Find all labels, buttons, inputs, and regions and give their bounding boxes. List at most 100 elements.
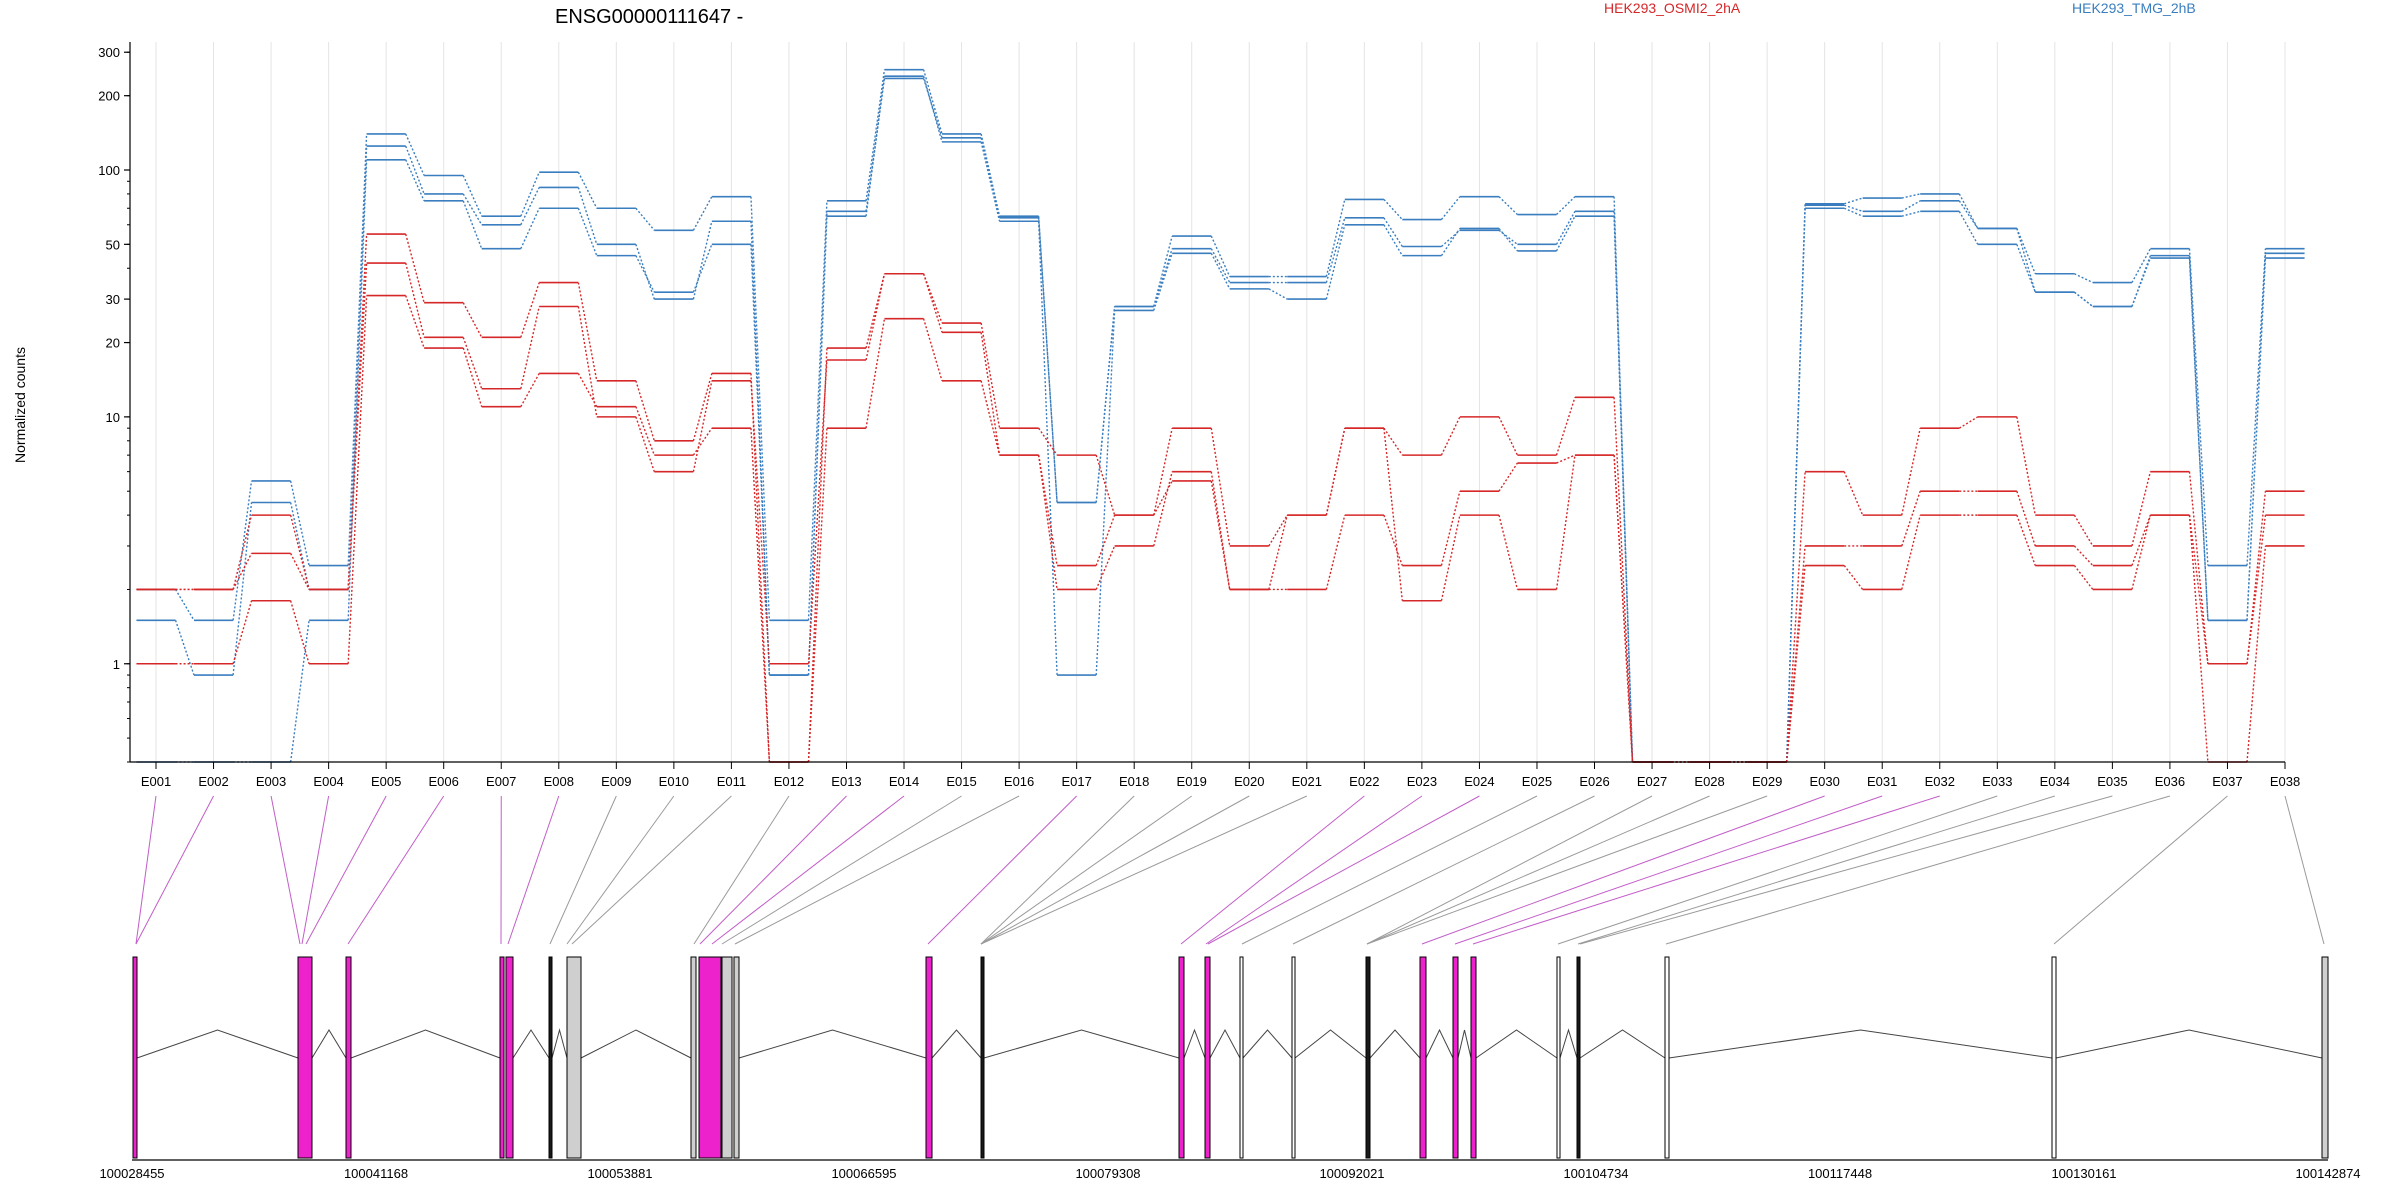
- series-2-link-E025: [1556, 196, 1576, 216]
- series-2-link-E029: [1785, 203, 1806, 763]
- connector-E010: [566, 795, 675, 945]
- exon-connectors: [135, 795, 2325, 945]
- series-3-link-E010: [692, 427, 713, 456]
- series-4-link-E002: [232, 553, 253, 590]
- series-1-link-E001: [174, 620, 195, 676]
- series-4-link-E009: [635, 416, 655, 472]
- series-1-link-E009: [635, 244, 655, 300]
- exon-box-12: [980, 956, 985, 1159]
- series-0-link-E020: [1268, 288, 1288, 300]
- genomic-coordinate-5: 100092021: [1319, 1166, 1384, 1181]
- gene-model: 100028455 100041168 100053881 100066595 1000…: [99, 956, 2361, 1181]
- series-5-link-E010: [692, 373, 713, 441]
- series-5-link-E021: [1325, 428, 1346, 516]
- connector-E022: [1180, 795, 1365, 945]
- series-5-link-E020: [1268, 514, 1288, 547]
- exon-box-16: [1291, 956, 1296, 1159]
- series-1-link-E033: [2016, 228, 2036, 293]
- connector-E030: [1421, 795, 1825, 945]
- x-tick-label-E029: E029: [1752, 774, 1782, 789]
- x-tick-label-E026: E026: [1579, 774, 1609, 789]
- intron-10: [738, 1029, 927, 1059]
- series-0-HEK293_TMG_2hB: [136, 75, 2305, 763]
- series-2-link-E006: [462, 175, 483, 217]
- series-1-link-E019: [1210, 248, 1231, 283]
- series-4-link-E007: [520, 306, 540, 389]
- x-tick-label-E031: E031: [1867, 774, 1897, 789]
- connector-E020: [980, 795, 1250, 945]
- series-5-link-E036: [2188, 471, 2209, 664]
- intron-15: [1242, 1029, 1293, 1059]
- intron-22: [1579, 1029, 1666, 1059]
- intron-18: [1425, 1028, 1454, 1059]
- x-tick-label-E002: E002: [198, 774, 228, 789]
- series-5-link-E018: [1153, 428, 1173, 516]
- connector-E038: [2284, 795, 2325, 945]
- series-2-link-E001: [174, 589, 195, 621]
- connector-E001: [135, 795, 157, 945]
- series-1-link-E005: [405, 145, 425, 195]
- exon-box-23: [1664, 956, 1670, 1159]
- exon-box-25: [2321, 956, 2329, 1159]
- series-4-link-E003: [290, 553, 310, 590]
- series-3-link-E005: [405, 295, 425, 349]
- x-tick-label-E013: E013: [831, 774, 861, 789]
- series-1-link-E006: [462, 193, 483, 226]
- series-2-link-E023: [1440, 196, 1461, 220]
- series-2-link-E002: [232, 480, 253, 621]
- intron-0: [136, 1029, 299, 1059]
- series-3-link-E031: [1901, 514, 1921, 590]
- connector-E008: [507, 795, 560, 945]
- series-5-link-E023: [1440, 416, 1461, 456]
- exon-box-3: [499, 956, 505, 1159]
- x-tick-label-E017: E017: [1061, 774, 1091, 789]
- series-5-link-E003: [289, 514, 310, 590]
- series-0-link-E022: [1383, 224, 1403, 256]
- x-tick-label-E022: E022: [1349, 774, 1379, 789]
- exon-box-17: [1365, 956, 1371, 1159]
- series-4-link-E006: [462, 337, 483, 389]
- series-1-link-E030: [1844, 204, 1863, 213]
- connector-E032: [1472, 795, 1940, 945]
- series-5-link-E022: [1383, 427, 1403, 456]
- intron-20: [1475, 1029, 1558, 1059]
- series-5-link-E030: [1843, 471, 1864, 516]
- x-tick-label-E018: E018: [1119, 774, 1149, 789]
- series-5-link-E012: [807, 348, 828, 763]
- series-5-link-E008: [577, 282, 598, 381]
- series-0-link-E009: [635, 255, 655, 293]
- series-0-link-E007: [520, 207, 540, 249]
- series-3-link-E035: [2131, 514, 2152, 590]
- series-3-link-E018: [1153, 471, 1173, 547]
- series-4-link-E037: [2246, 515, 2267, 664]
- series-2-link-E036: [2188, 248, 2209, 566]
- x-tick-label-E023: E023: [1407, 774, 1437, 789]
- genomic-coordinate-8: 100130161: [2051, 1166, 2116, 1181]
- genomic-coordinate-7: 100117448: [1808, 1166, 1872, 1181]
- series-3-HEK293_OSMI2_2hA: [136, 294, 2305, 763]
- exon-box-11: [925, 956, 933, 1159]
- series-2-link-E030: [1844, 197, 1863, 205]
- series-2-link-E037: [2246, 248, 2267, 566]
- series-1-link-E013: [865, 78, 886, 212]
- series-0-link-E015: [980, 141, 1001, 222]
- series-3-link-E030: [1843, 565, 1864, 590]
- series-4-link-E024: [1498, 462, 1518, 492]
- y-tick-label-20: 20: [106, 336, 120, 351]
- intron-19: [1457, 1029, 1472, 1059]
- exon-box-7: [690, 956, 697, 1159]
- series-4-link-E021: [1325, 514, 1346, 590]
- series-0-link-E005: [405, 159, 425, 202]
- connector-E026: [1292, 795, 1595, 945]
- series-2-link-E021: [1325, 199, 1346, 277]
- x-axis: E001 E002 E003 E004 E005 E006 E007 E008 E009 E010…: [130, 761, 2300, 789]
- x-tick-label-E010: E010: [659, 774, 689, 789]
- series-2-link-E034: [2074, 273, 2094, 284]
- series-2-link-E012: [807, 200, 828, 621]
- x-tick-label-E037: E037: [2212, 774, 2242, 789]
- series-4-link-E034: [2073, 545, 2094, 566]
- series-5-link-E031: [1901, 428, 1921, 516]
- series-0-link-E014: [922, 75, 943, 143]
- series-1-link-E008: [577, 187, 598, 245]
